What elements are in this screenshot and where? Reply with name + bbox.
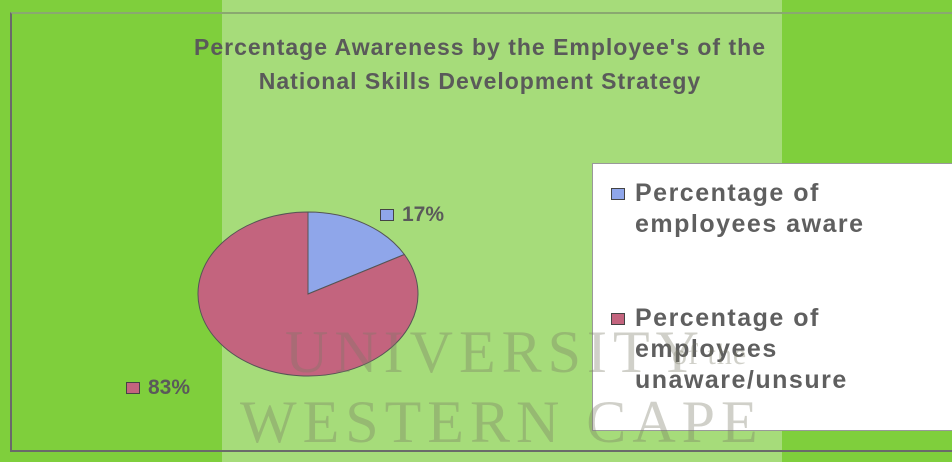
data-label-text: 83% bbox=[148, 376, 190, 399]
watermark: UNIVERSITY bbox=[285, 318, 705, 387]
label-swatch bbox=[380, 209, 394, 221]
data-label: 83% bbox=[124, 376, 190, 400]
data-label-text: 17% bbox=[402, 203, 444, 226]
data-label: 17% bbox=[378, 203, 444, 227]
legend-swatch bbox=[611, 188, 625, 200]
label-swatch bbox=[126, 382, 140, 394]
chart-title: Percentage Awareness by the Employee's o… bbox=[180, 30, 780, 98]
legend-entry: Percentage of employees aware bbox=[607, 178, 952, 240]
watermark: of the bbox=[672, 338, 747, 372]
chart: Percentage Awareness by the Employee's o… bbox=[0, 0, 952, 462]
watermark: WESTERN CAPE bbox=[240, 388, 764, 457]
legend-label: Percentage of employees aware bbox=[635, 179, 865, 238]
